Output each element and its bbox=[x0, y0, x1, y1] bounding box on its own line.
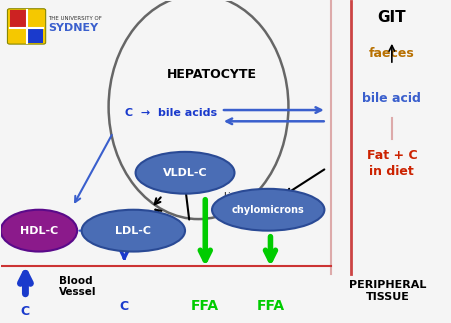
Ellipse shape bbox=[212, 189, 324, 231]
Text: C: C bbox=[21, 305, 30, 318]
Text: C  →  bile acids: C → bile acids bbox=[125, 108, 218, 118]
Text: bile acid: bile acid bbox=[363, 92, 421, 105]
Text: PERIPHERAL
TISSUE: PERIPHERAL TISSUE bbox=[349, 280, 426, 302]
Text: Lipoprotein
lipase: Lipoprotein lipase bbox=[223, 192, 275, 211]
Text: SYDNEY: SYDNEY bbox=[48, 23, 98, 33]
FancyBboxPatch shape bbox=[7, 9, 46, 44]
Text: faeces: faeces bbox=[369, 47, 415, 60]
Text: FFA: FFA bbox=[257, 299, 285, 313]
FancyBboxPatch shape bbox=[27, 28, 43, 43]
Ellipse shape bbox=[136, 152, 235, 194]
Text: HDL-C: HDL-C bbox=[20, 226, 58, 236]
FancyBboxPatch shape bbox=[9, 10, 26, 28]
Text: GIT: GIT bbox=[377, 10, 406, 25]
Text: THE UNIVERSITY OF: THE UNIVERSITY OF bbox=[48, 16, 102, 21]
Text: C: C bbox=[120, 300, 129, 313]
Text: LDL-C: LDL-C bbox=[115, 226, 152, 236]
Text: Blood
Vessel: Blood Vessel bbox=[59, 276, 97, 297]
Ellipse shape bbox=[82, 210, 185, 252]
Text: VLDL-C: VLDL-C bbox=[163, 168, 207, 178]
Text: Fat + C
in diet: Fat + C in diet bbox=[367, 149, 417, 178]
Text: chylomicrons: chylomicrons bbox=[232, 205, 304, 215]
Ellipse shape bbox=[1, 210, 77, 252]
Text: FFA: FFA bbox=[191, 299, 219, 313]
Text: HEPATOCYTE: HEPATOCYTE bbox=[167, 68, 257, 81]
